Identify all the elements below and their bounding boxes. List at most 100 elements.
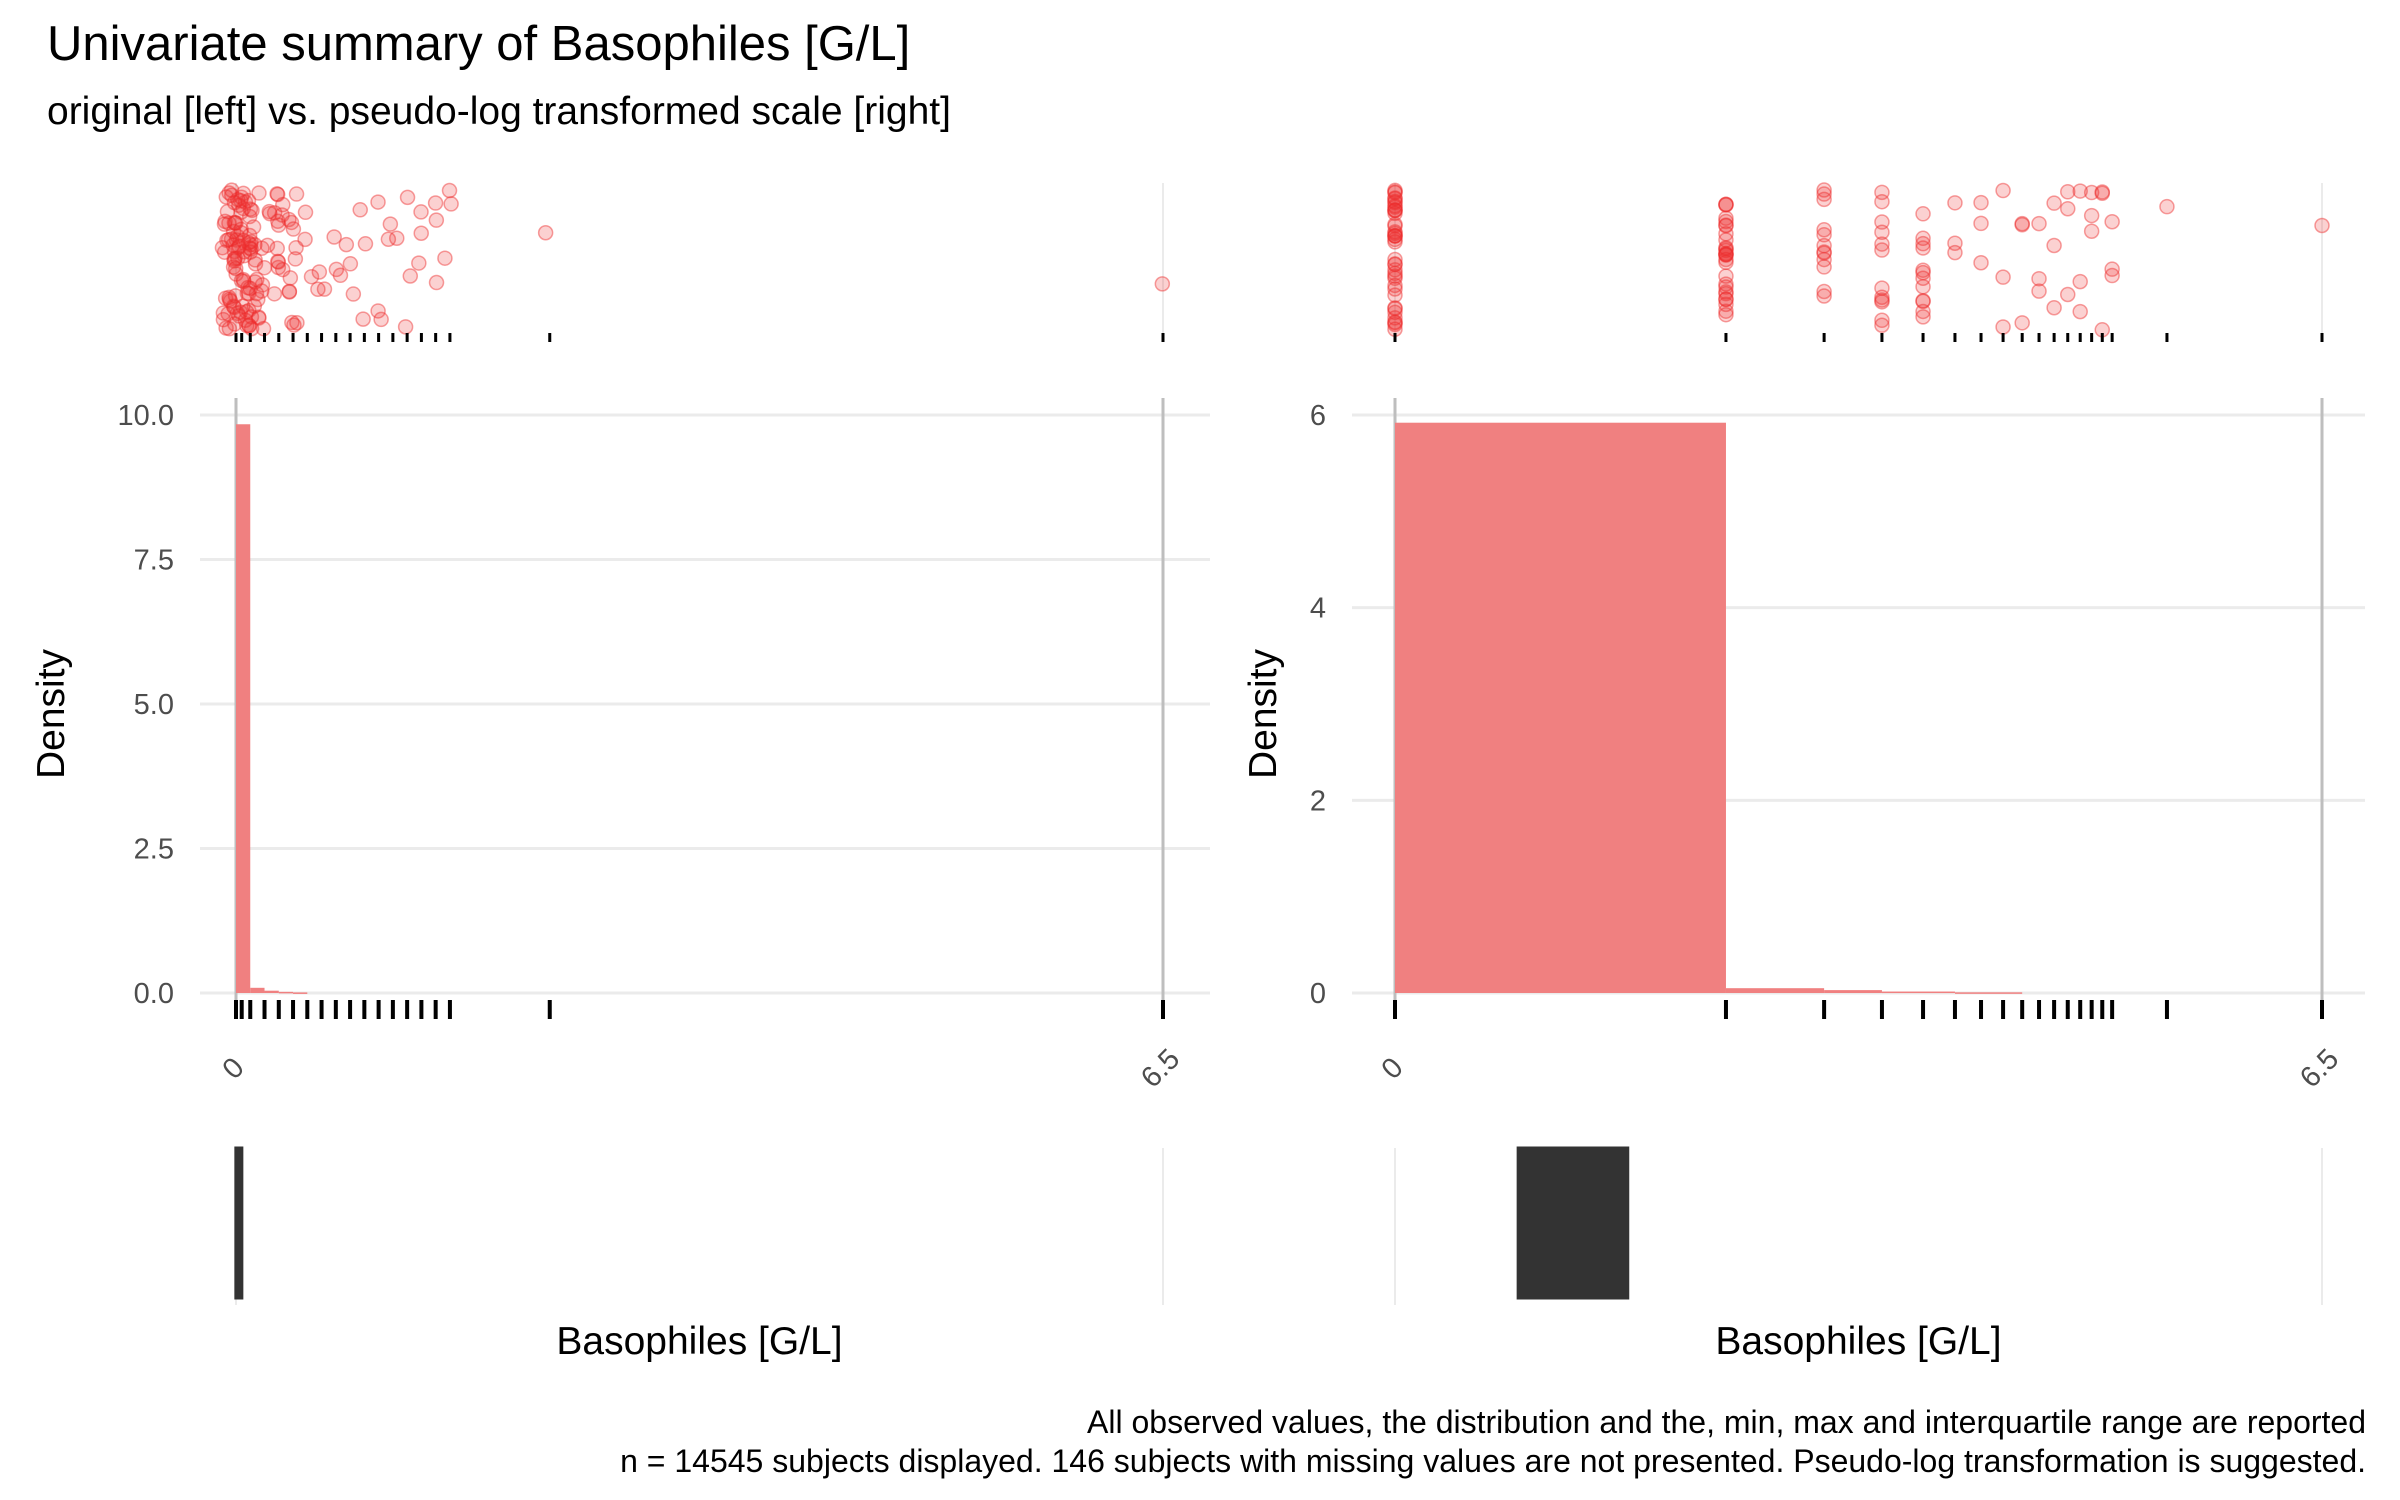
scatter-point [1718,306,1734,323]
scatter-point [1387,277,1403,294]
scatter-point [1387,191,1403,207]
scatter-point [223,231,240,247]
scatter-point [1387,300,1403,316]
scatter-point [1387,202,1403,219]
scatter-point [389,230,405,246]
scatter-point [1387,216,1403,233]
scatter-point [244,202,260,219]
scatter-point [1387,224,1403,240]
iqr-box [1516,1146,1630,1300]
scatter-point [231,308,247,324]
scatter-point [1816,237,1832,254]
y-tick-label: 0.0 [134,978,174,1010]
scatter-point [236,244,253,260]
scatter-point [332,267,349,284]
scatter-point [236,247,253,264]
scatter-point [411,255,427,271]
scatter-point [370,194,386,210]
scatter-point [228,215,244,231]
scatter-point [1387,190,1403,206]
scatter-point [1915,206,1931,222]
scatter-point [1387,262,1403,278]
scatter-point [226,251,242,268]
scatter-point [1718,291,1734,307]
scatter-strip [1387,182,2330,342]
scatter-point [274,261,291,278]
scatter-point [1816,283,1832,300]
scatter-point [221,289,237,306]
scatter-point [537,224,554,241]
scatter-point [1718,284,1734,300]
scatter-point [237,194,254,210]
scatter-point [233,272,250,289]
scatter-point [222,293,239,309]
scatter-point [1915,264,1931,281]
scatter-point [240,235,257,251]
scatter-point [399,189,416,206]
scatter-point [1387,193,1403,210]
scatter-point [310,281,326,298]
scatter-point [2031,283,2047,299]
scatter-point [243,309,260,325]
scatter-point [241,227,258,244]
scatter-point [1718,285,1734,302]
scatter-point [1718,196,1734,213]
scatter-point [2014,215,2030,232]
y-tick-label: 7.5 [134,545,174,577]
scatter-point [1915,309,1931,325]
scatter-point [1718,240,1734,257]
scatter-point [311,264,328,280]
scatter-point [219,232,235,249]
boxplot-strip: Basophiles [G/L] [1394,1146,2323,1363]
scatter-point [1387,182,1403,199]
scatter-point [269,240,285,257]
y-tick-label: 2.5 [134,834,174,866]
scatter-point [2031,215,2047,232]
scatter-point [282,270,299,286]
scatter-point [281,211,297,228]
scatter-point [1874,214,1890,230]
scatter-point [275,196,291,213]
y-tick-label: 2 [1310,785,1326,817]
scatter-point [1874,317,1890,333]
scatter-point [216,244,233,260]
scatter-point [1973,254,1989,271]
scatter-point [245,219,262,235]
scatter-point [1718,254,1734,271]
scatter-point [1387,281,1403,297]
scatter-point [2094,185,2111,202]
scatter-point [269,186,285,202]
scatter-point [441,182,458,199]
scatter-point [2083,184,2100,201]
scatter-point [1915,230,1931,247]
scatter-point [1718,276,1734,292]
scatter-point [1387,218,1403,234]
scatter-point [1874,289,1890,305]
scatter-point [1387,301,1403,317]
scatter-point [2031,270,2047,287]
scatter-point [229,228,246,245]
y-axis-title: Density [30,648,73,779]
scatter-point [1718,291,1734,308]
left-panel: 0.0 2.5 5.0 7.5 10.0 0 6.5 Density Basophiles [G… [30,182,1210,1363]
x-tick-label: 0 [1376,1052,1410,1086]
scatter-point [239,317,255,334]
scatter-point [247,256,264,272]
histogram-bar [278,991,294,994]
x-axis-title: Basophiles [G/L] [1715,1320,2001,1363]
scatter-point [1816,259,1832,275]
scatter-point [227,215,243,231]
scatter-point [251,310,267,326]
scatter-point [1915,270,1931,287]
scatter-point [254,240,270,256]
scatter-point [1816,227,1832,243]
scatter-point [233,189,250,206]
scatter-point [1995,182,2011,199]
scatter-point [1387,198,1403,214]
scatter-point [217,290,234,306]
scatter-point [242,280,258,297]
scatter-point [242,201,259,217]
scatter-point [1718,245,1734,262]
scatter-point [1915,235,1931,252]
scatter-point [1874,312,1890,329]
